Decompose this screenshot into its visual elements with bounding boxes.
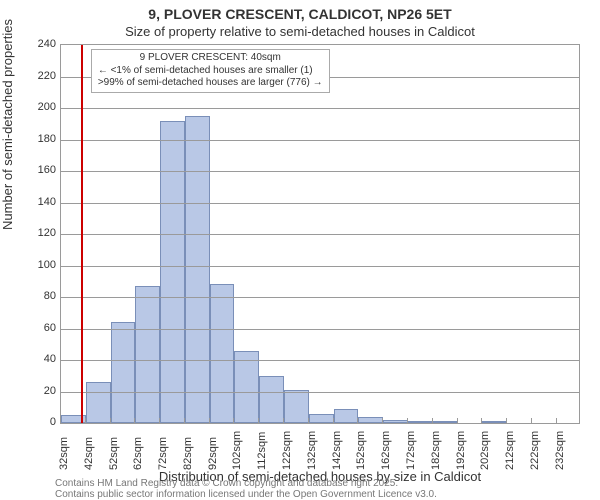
y-tick-label: 80 xyxy=(16,290,56,302)
x-tick-mark xyxy=(333,418,340,424)
y-tick-label: 200 xyxy=(16,101,56,113)
y-tick-label: 140 xyxy=(16,196,56,208)
x-tick-label: 112sqm xyxy=(256,432,268,470)
x-tick-mark xyxy=(85,418,92,424)
x-tick-label: 62sqm xyxy=(132,437,144,470)
x-tick-mark xyxy=(481,418,488,424)
x-tick-label: 142sqm xyxy=(331,431,343,470)
x-tick-mark xyxy=(432,418,439,424)
x-tick-mark xyxy=(258,418,265,424)
x-tick-mark xyxy=(233,418,240,424)
x-tick-mark xyxy=(357,418,364,424)
chart-subtitle: Size of property relative to semi-detach… xyxy=(0,24,600,39)
footnote: Contains HM Land Registry data © Crown c… xyxy=(55,478,437,500)
chart-title: 9, PLOVER CRESCENT, CALDICOT, NP26 5ET xyxy=(0,6,600,22)
histogram-bar xyxy=(135,286,160,423)
x-tick-label: 132sqm xyxy=(306,431,318,470)
footnote-line-2: Contains public sector information licen… xyxy=(55,489,437,500)
histogram-bar xyxy=(259,376,284,423)
y-tick-label: 60 xyxy=(16,322,56,334)
y-axis-label: Number of semi-detached properties xyxy=(0,216,14,230)
histogram-bar xyxy=(86,382,111,423)
x-tick-label: 82sqm xyxy=(182,437,194,470)
x-tick-label: 192sqm xyxy=(455,431,467,470)
x-tick-mark xyxy=(134,418,141,424)
grid-line xyxy=(61,108,579,109)
plot-area: 9 PLOVER CRESCENT: 40sqm ← <1% of semi-d… xyxy=(60,44,580,424)
grid-line xyxy=(61,203,579,204)
x-tick-mark xyxy=(531,418,538,424)
histogram-bar xyxy=(111,322,136,423)
x-tick-label: 172sqm xyxy=(405,431,417,470)
y-tick-label: 160 xyxy=(16,164,56,176)
y-tick-label: 0 xyxy=(16,416,56,428)
annotation-line-2: ← <1% of semi-detached houses are smalle… xyxy=(98,65,323,78)
x-tick-label: 162sqm xyxy=(380,431,392,470)
y-tick-label: 40 xyxy=(16,353,56,365)
grid-line xyxy=(61,234,579,235)
footnote-line-1: Contains HM Land Registry data © Crown c… xyxy=(55,478,437,489)
grid-line xyxy=(61,392,579,393)
x-tick-label: 212sqm xyxy=(504,431,516,470)
x-tick-label: 222sqm xyxy=(529,431,541,470)
x-tick-label: 232sqm xyxy=(554,431,566,470)
histogram-bar xyxy=(234,351,259,423)
x-tick-mark xyxy=(382,418,389,424)
x-tick-label: 122sqm xyxy=(281,431,293,470)
x-tick-label: 92sqm xyxy=(207,437,219,470)
x-tick-label: 42sqm xyxy=(83,437,95,470)
grid-line xyxy=(61,140,579,141)
x-tick-mark xyxy=(184,418,191,424)
x-tick-mark xyxy=(283,418,290,424)
x-tick-mark xyxy=(209,418,216,424)
y-tick-label: 240 xyxy=(16,38,56,50)
y-tick-label: 100 xyxy=(16,259,56,271)
x-tick-label: 32sqm xyxy=(58,437,70,470)
x-tick-label: 182sqm xyxy=(430,431,442,470)
x-tick-mark xyxy=(506,418,513,424)
y-tick-label: 220 xyxy=(16,70,56,82)
y-tick-label: 180 xyxy=(16,133,56,145)
grid-line xyxy=(61,171,579,172)
annotation-box: 9 PLOVER CRESCENT: 40sqm ← <1% of semi-d… xyxy=(91,49,330,93)
annotation-line-3: >99% of semi-detached houses are larger … xyxy=(98,77,323,90)
x-tick-label: 102sqm xyxy=(231,431,243,470)
annotation-line-1: 9 PLOVER CRESCENT: 40sqm xyxy=(98,52,323,65)
x-tick-mark xyxy=(60,418,67,424)
grid-line xyxy=(61,329,579,330)
y-tick-label: 20 xyxy=(16,385,56,397)
x-tick-mark xyxy=(110,418,117,424)
y-tick-container: 020406080100120140160180200220240 xyxy=(14,44,58,424)
grid-line xyxy=(61,266,579,267)
x-tick-label: 152sqm xyxy=(355,431,367,470)
x-tick-mark xyxy=(159,418,166,424)
histogram-bar xyxy=(185,116,210,423)
y-tick-label: 120 xyxy=(16,227,56,239)
x-tick-label: 202sqm xyxy=(479,431,491,470)
marker-line xyxy=(81,45,83,423)
x-tick-mark xyxy=(407,418,414,424)
x-tick-mark xyxy=(457,418,464,424)
x-tick-mark xyxy=(556,418,563,424)
x-tick-mark xyxy=(308,418,315,424)
grid-line xyxy=(61,297,579,298)
histogram-bar xyxy=(160,121,185,423)
x-tick-label: 72sqm xyxy=(157,437,169,470)
x-tick-label: 52sqm xyxy=(108,437,120,470)
histogram-bar xyxy=(210,284,235,423)
grid-line xyxy=(61,360,579,361)
